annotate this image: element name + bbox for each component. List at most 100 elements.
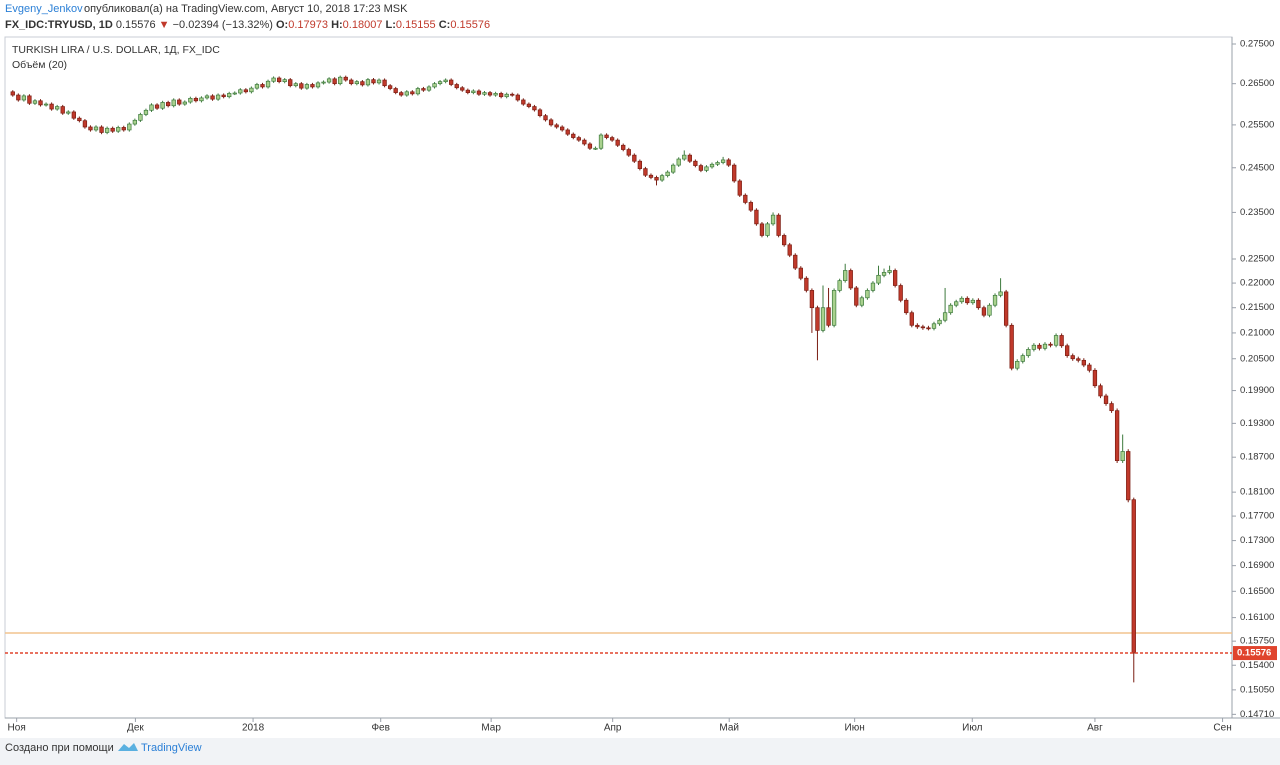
candle-body [77,117,82,122]
y-tick-label: 0.16900 [1240,560,1274,571]
candle-body [704,166,709,171]
candle-body [282,79,287,83]
last-price-label: 0.15576 [1237,648,1271,659]
candle-body [693,160,698,166]
candle-body [310,84,315,88]
footer-brand[interactable]: TradingView [141,742,202,754]
candle-body [931,323,937,329]
candle-body [93,126,99,131]
candle-body [88,126,93,131]
last-price: 0.15576 [116,19,156,31]
candle-body [121,127,126,131]
candle-body [959,297,964,303]
tv-logo [118,743,138,751]
candle-body [1098,385,1103,397]
candle-body [232,92,237,95]
candle-body [104,127,110,133]
candle-body [1087,364,1092,371]
symbol-line: FX_IDC:TRYUSD, 1D 0.15576 ▼ −0.02394 (−1… [5,19,490,31]
candle-body [898,285,903,301]
candle-body [621,144,626,150]
candle-body [809,290,815,309]
candle-body [998,291,1003,296]
candle-body [987,304,992,316]
candle-body [615,139,620,146]
candle-body [1009,324,1014,369]
candle-body [387,85,393,89]
change: −0.02394 (−13.32%) [173,19,273,31]
candle-body [654,177,659,181]
candle-body [204,95,210,99]
candle-body [937,319,942,325]
candle-body [132,119,138,125]
candle-body [798,267,803,279]
author[interactable]: Evgeny_Jenkov [5,3,83,15]
candle-body [926,327,931,330]
y-tick-label: 0.18100 [1240,487,1274,498]
candle-body [815,307,820,331]
candle-body [759,223,765,236]
candle-body [1026,349,1031,356]
down-arrow: ▼ [159,19,170,31]
candle-body [49,103,54,110]
candle-body [565,129,570,135]
candle-body [554,124,559,128]
candle-body [443,79,448,83]
symbol: FX_IDC:TRYUSD, 1D [5,19,113,31]
y-tick-label: 0.21500 [1240,302,1274,313]
candle-body [243,89,249,93]
chart-title: TURKISH LIRA / U.S. DOLLAR, 1Д, FX_IDC [12,44,220,56]
candle-body [954,301,959,306]
candle-body [465,89,470,93]
y-tick-label: 0.19900 [1240,385,1274,396]
candle-body [687,154,692,162]
candle-body [1092,369,1098,387]
candle-body [182,101,187,105]
x-tick-label: Сен [1213,723,1231,734]
candle-body [909,312,914,326]
y-tick-label: 0.25500 [1240,119,1274,130]
candle-body [820,307,826,331]
candle-body [293,83,298,87]
candle-body [166,102,171,107]
candle-body [265,80,271,88]
y-tick-label: 0.15400 [1240,660,1274,671]
candle-body [71,111,76,119]
y-tick-label: 0.22000 [1240,278,1274,289]
candle-body [854,287,859,306]
plot-area [4,36,1233,719]
candle-body [754,209,759,225]
candle-body [193,97,199,102]
ohlc-label: L: [386,19,396,31]
candle-body [437,81,443,85]
candle-body [382,79,387,87]
candle-body [498,93,504,98]
candle-body [138,114,143,121]
candle-body [781,235,787,246]
x-tick-label: Июн [845,723,865,734]
x-tick-label: Мар [481,723,501,734]
candle-body [970,299,975,304]
candle-body [21,95,27,101]
y-tick-label: 0.18700 [1240,452,1274,463]
candle-body [404,91,409,96]
candle-body [116,127,121,132]
candle-body [632,154,637,162]
candle-body [1020,355,1025,362]
x-tick-label: 2018 [242,723,265,734]
last-price-tag [1233,646,1277,661]
candle-body [304,84,310,89]
candle-body [532,106,537,111]
candle-body [515,94,520,101]
candle-body [460,87,465,91]
candle-body [1053,335,1059,346]
y-tick-label: 0.19300 [1240,418,1274,429]
candle-body [426,86,432,91]
y-tick-label: 0.15750 [1240,636,1274,647]
header-bg [0,0,1280,36]
candle-body [715,162,720,165]
candle-body [576,137,581,141]
candle-body [571,133,576,138]
ohlc-label: C: [439,19,451,31]
candle-body [1003,291,1009,326]
